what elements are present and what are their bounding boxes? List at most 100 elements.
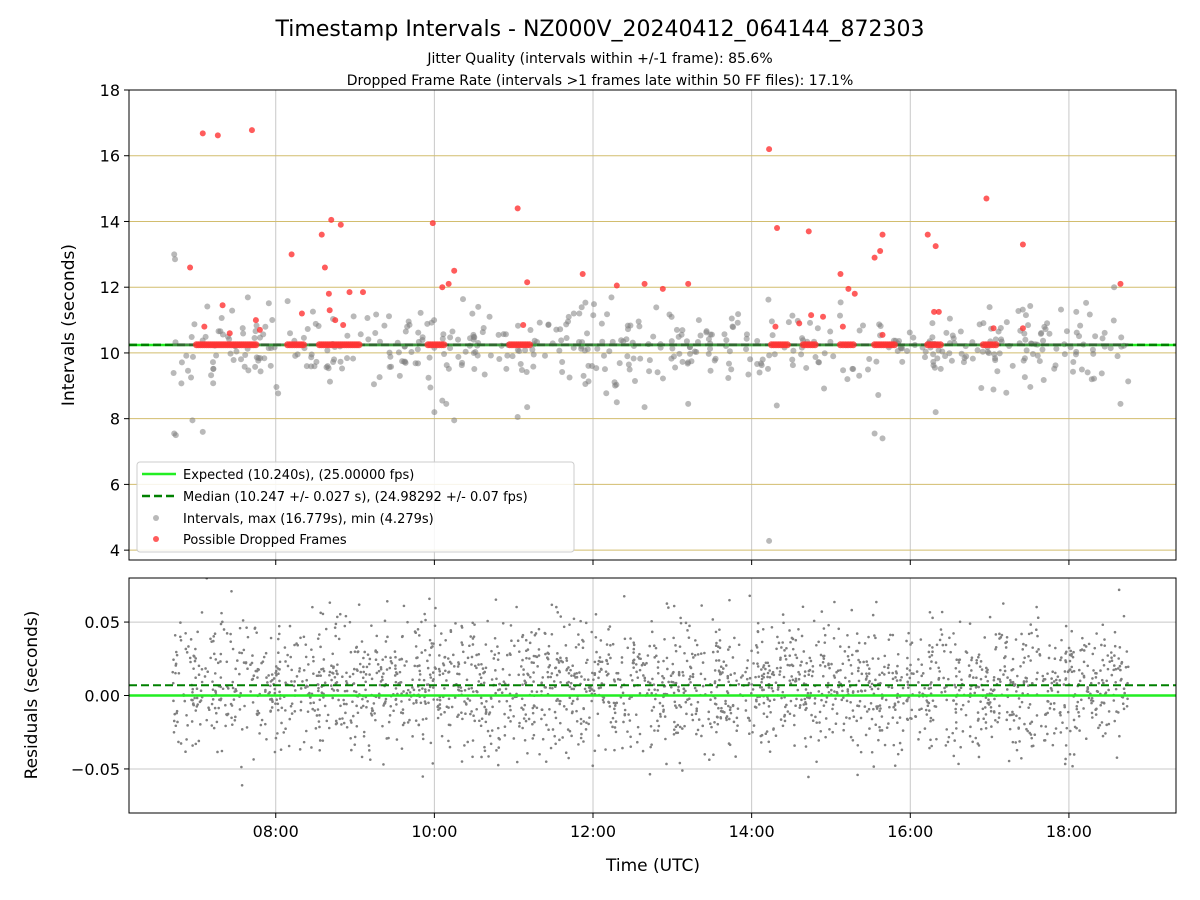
residual-point [728, 708, 732, 712]
residual-point [447, 670, 451, 674]
residual-point [275, 673, 278, 677]
residual-point [1019, 664, 1022, 668]
residual-point [468, 699, 472, 702]
residual-point [868, 685, 872, 689]
residual-point [234, 715, 237, 719]
residual-point [684, 689, 687, 693]
residual-point [284, 660, 287, 663]
residual-point [211, 698, 215, 701]
interval-point [252, 363, 259, 370]
residual-point [762, 701, 766, 705]
residual-point [677, 670, 681, 674]
residual-point [240, 783, 244, 787]
residual-point [599, 639, 603, 642]
residual-point [225, 660, 229, 664]
legend-intervals-swatch [153, 515, 159, 521]
residual-point [710, 725, 713, 729]
residual-point [366, 699, 369, 703]
residual-point [971, 676, 975, 679]
residual-point [535, 690, 539, 694]
residual-point [274, 669, 278, 673]
residual-point [1010, 713, 1014, 717]
residual-point [1046, 732, 1049, 736]
residual-point [783, 654, 787, 658]
residual-point [461, 643, 464, 647]
residual-point [781, 613, 785, 616]
residual-point [874, 678, 877, 682]
residual-point [278, 660, 282, 664]
residual-point [553, 734, 556, 738]
residual-point [958, 670, 961, 673]
top-ytick-label: 10 [100, 344, 120, 363]
residual-point [1026, 729, 1030, 733]
residual-point [379, 680, 383, 683]
residual-point [756, 665, 760, 668]
dropped-frame-point [1019, 241, 1026, 248]
residual-point [805, 706, 808, 710]
residual-point [935, 643, 939, 647]
residual-point [191, 687, 195, 691]
dropped-frame-point [520, 322, 527, 328]
residual-point [323, 704, 327, 708]
residual-point [949, 650, 952, 654]
interval-point [929, 320, 936, 327]
residual-point [299, 708, 303, 712]
residual-point [342, 721, 346, 725]
residual-point [306, 685, 309, 688]
residual-point [632, 666, 635, 669]
residual-point [1050, 681, 1054, 685]
bottom-ytick-label: −0.05 [71, 760, 120, 779]
residual-point [1036, 671, 1039, 675]
interval-point [600, 352, 607, 359]
residual-point [846, 654, 850, 658]
residual-point [907, 631, 910, 635]
residual-point [721, 667, 725, 670]
residual-point [944, 744, 948, 747]
residual-point [1005, 718, 1009, 722]
residual-point [690, 713, 694, 717]
residual-point [334, 682, 338, 685]
legend-dropped-label: Possible Dropped Frames [183, 533, 347, 548]
residual-point [827, 663, 830, 667]
residual-point [945, 728, 949, 731]
residual-point [460, 760, 464, 763]
residual-point [977, 755, 981, 759]
residual-point [284, 681, 287, 684]
residual-point [650, 619, 653, 623]
interval-point [785, 319, 792, 326]
interval-point [213, 352, 220, 359]
residual-point [334, 622, 338, 626]
residual-point [1011, 668, 1015, 671]
interval-point [931, 364, 938, 371]
residual-point [800, 698, 803, 702]
residual-point [689, 675, 692, 678]
residual-point [318, 633, 321, 636]
residual-point [701, 661, 705, 664]
residual-point [1095, 689, 1099, 693]
residual-point [817, 739, 821, 742]
interval-point [840, 367, 847, 374]
interval-point [725, 374, 732, 381]
residual-point [652, 644, 656, 648]
residual-point [652, 683, 656, 686]
residual-point [815, 721, 819, 724]
residual-point [871, 657, 875, 660]
xtick-label: 18:00 [1046, 822, 1092, 841]
residual-point [342, 702, 346, 706]
residual-point [948, 636, 951, 640]
residual-point [931, 646, 934, 649]
residual-point [479, 696, 483, 700]
interval-point [996, 350, 1003, 357]
residual-point [504, 687, 508, 691]
residual-point [185, 738, 188, 741]
residual-point [879, 681, 882, 685]
residual-point [831, 703, 835, 706]
residual-point [762, 664, 766, 667]
residual-point [1119, 679, 1123, 682]
residual-point [1099, 703, 1102, 707]
residual-point [762, 712, 766, 715]
residual-point [1115, 710, 1118, 713]
interval-point [980, 320, 987, 327]
interval-point [946, 350, 953, 357]
